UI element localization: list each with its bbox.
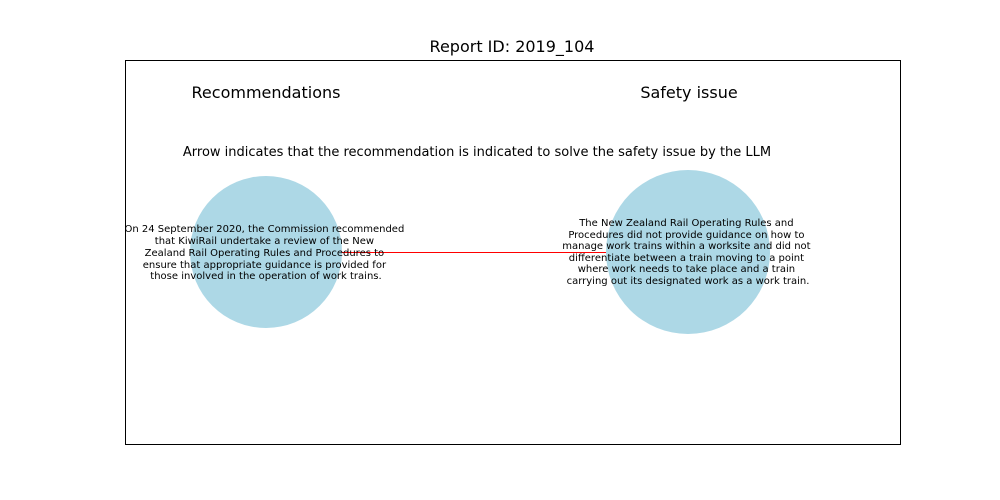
safety-issue-line: Procedures did not provide guidance on h… xyxy=(568,230,804,241)
safety-issue-line: The New Zealand Rail Operating Rules and xyxy=(578,218,793,229)
safety-issue-line: manage work trains within a worksite and… xyxy=(562,241,810,252)
safety-issue-line: where work needs to take place and a tra… xyxy=(578,264,795,275)
safety-issue-node xyxy=(606,170,770,334)
recommendation-node xyxy=(190,176,342,328)
safety-issue-heading: Safety issue xyxy=(640,83,737,102)
diagram-caption: Arrow indicates that the recommendation … xyxy=(183,145,771,160)
safety-issue-text: The New Zealand Rail Operating Rules and… xyxy=(562,218,814,287)
safety-issue-line: differentiate between a train moving to … xyxy=(569,253,804,264)
recommendation-line: that KiwiRail undertake a review of the … xyxy=(155,236,374,247)
recommendation-line: On 24 September 2020, the Commission rec… xyxy=(124,224,404,235)
diagram-frame xyxy=(125,60,901,445)
recommendation-line: those involved in the operation of work … xyxy=(150,271,381,282)
report-title: Report ID: 2019_104 xyxy=(430,37,595,57)
recommendation-line: ensure that appropriate guidance is prov… xyxy=(143,260,387,271)
safety-issue-line: carrying out its designated work as a wo… xyxy=(567,276,810,287)
recommendations-heading: Recommendations xyxy=(192,83,341,102)
recommendation-line: Zealand Rail Operating Rules and Procedu… xyxy=(145,248,385,259)
recommendation-text: On 24 September 2020, the Commission rec… xyxy=(124,224,407,282)
